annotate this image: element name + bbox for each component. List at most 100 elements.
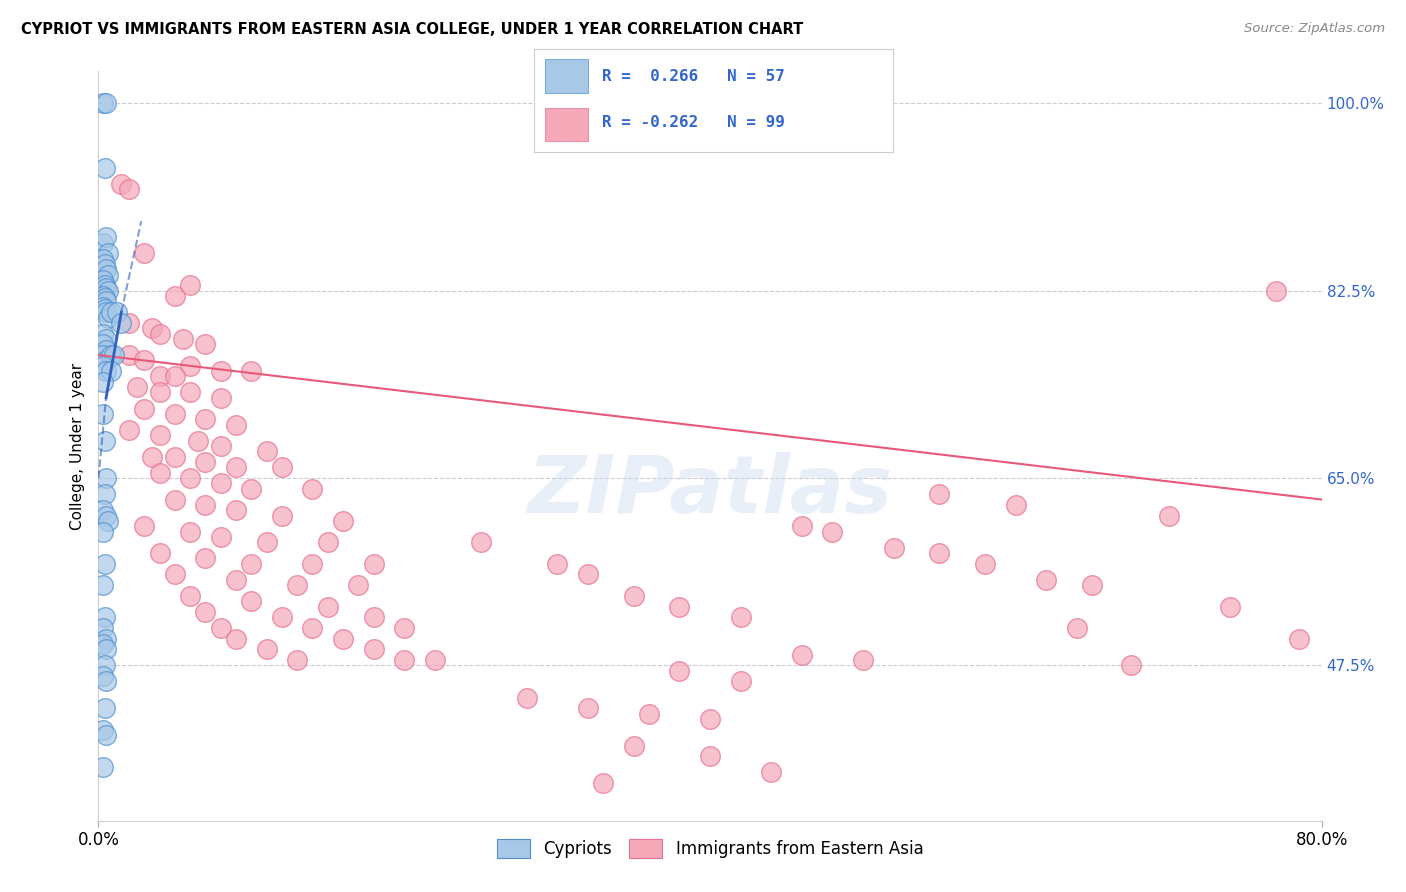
Point — [91, 252, 114, 266]
Point — [110, 177, 132, 191]
Point — [194, 337, 217, 351]
Point — [163, 492, 186, 507]
Point — [821, 524, 844, 539]
Point — [93, 701, 115, 715]
Text: ZIPatlas: ZIPatlas — [527, 452, 893, 530]
Point — [285, 578, 308, 592]
Point — [209, 621, 232, 635]
Point — [149, 326, 172, 341]
Point — [91, 289, 114, 303]
Point — [256, 444, 278, 458]
Point — [149, 466, 172, 480]
Point — [179, 385, 201, 400]
Point — [94, 343, 117, 357]
Point — [94, 332, 117, 346]
Point — [470, 535, 492, 549]
Point — [91, 348, 114, 362]
Point — [270, 610, 294, 624]
Point — [179, 359, 201, 373]
Point — [974, 557, 997, 571]
Point — [97, 514, 120, 528]
Point — [97, 246, 120, 260]
Point — [1157, 508, 1180, 523]
Point — [240, 557, 263, 571]
Point — [93, 161, 115, 175]
Point — [118, 316, 141, 330]
Point — [194, 551, 217, 566]
Point — [94, 294, 117, 309]
Point — [91, 235, 114, 250]
Point — [790, 648, 813, 662]
Point — [163, 289, 186, 303]
Point — [1288, 632, 1310, 646]
Point — [118, 348, 141, 362]
Point — [93, 301, 115, 316]
Point — [91, 407, 114, 421]
Point — [100, 348, 122, 362]
Point — [163, 369, 186, 384]
Text: Source: ZipAtlas.com: Source: ZipAtlas.com — [1244, 22, 1385, 36]
Point — [730, 674, 752, 689]
Point — [100, 305, 122, 319]
Point — [91, 621, 114, 635]
Point — [179, 278, 201, 293]
Point — [149, 428, 172, 442]
Point — [163, 450, 186, 464]
Point — [637, 706, 661, 721]
Point — [94, 230, 117, 244]
Text: CYPRIOT VS IMMIGRANTS FROM EASTERN ASIA COLLEGE, UNDER 1 YEAR CORRELATION CHART: CYPRIOT VS IMMIGRANTS FROM EASTERN ASIA … — [21, 22, 803, 37]
Point — [179, 524, 201, 539]
Point — [1119, 658, 1142, 673]
FancyBboxPatch shape — [546, 60, 588, 93]
Point — [209, 476, 232, 491]
Text: R = -0.262   N = 99: R = -0.262 N = 99 — [602, 115, 786, 130]
Point — [852, 653, 875, 667]
Point — [91, 375, 114, 389]
Point — [209, 364, 232, 378]
Point — [91, 337, 114, 351]
Point — [883, 541, 905, 555]
Point — [94, 353, 117, 368]
Point — [1004, 498, 1026, 512]
Point — [347, 578, 370, 592]
Point — [256, 535, 278, 549]
Point — [94, 471, 117, 485]
Point — [91, 669, 114, 683]
Point — [93, 291, 115, 305]
Point — [576, 567, 599, 582]
Point — [316, 535, 339, 549]
Point — [94, 262, 117, 277]
Point — [100, 364, 122, 378]
Point — [187, 434, 209, 448]
Point — [93, 610, 115, 624]
Point — [699, 712, 721, 726]
Point — [301, 621, 323, 635]
Point — [516, 690, 538, 705]
Point — [194, 605, 217, 619]
Point — [94, 280, 117, 294]
Point — [103, 348, 125, 362]
Point — [93, 434, 115, 448]
Point — [91, 578, 114, 592]
Point — [93, 257, 115, 271]
Point — [94, 96, 117, 111]
Point — [134, 353, 156, 368]
Point — [163, 567, 186, 582]
Point — [363, 610, 385, 624]
Point — [592, 776, 614, 790]
Point — [225, 573, 247, 587]
Point — [134, 401, 156, 416]
Point — [240, 482, 263, 496]
Point — [134, 519, 156, 533]
Point — [928, 546, 950, 560]
Point — [790, 519, 813, 533]
Point — [94, 508, 117, 523]
Point — [225, 460, 247, 475]
Point — [118, 423, 141, 437]
Point — [392, 653, 416, 667]
Point — [194, 498, 217, 512]
Point — [730, 610, 752, 624]
Point — [141, 450, 163, 464]
Point — [363, 642, 385, 657]
Point — [301, 482, 323, 496]
